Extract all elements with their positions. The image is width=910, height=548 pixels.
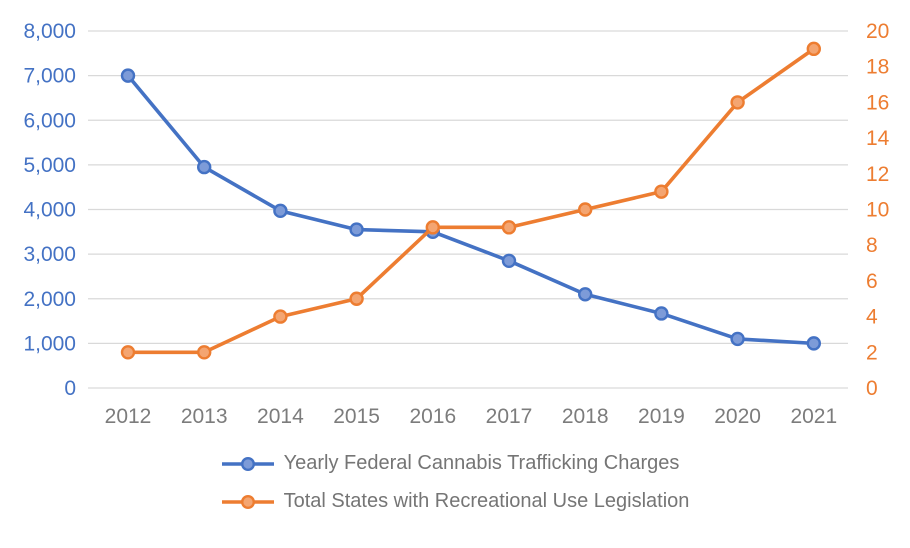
y-axis-left-tick-label: 8,000 [23,20,76,43]
x-axis-tick-label: 2014 [257,405,304,428]
data-point-marker-series-1 [806,41,821,57]
data-point-marker-series-0 [349,222,364,237]
y-axis-right-tick-label: 4 [866,306,878,329]
data-point-marker-series-1 [425,220,440,235]
legend-item-recreational-states: Total States with Recreational Use Legis… [221,490,690,513]
y-axis-right-tick-label: 2 [866,341,878,364]
y-axis-right-tick-label: 10 [866,199,889,222]
x-axis-tick-label: 2013 [181,405,228,428]
x-axis-tick-label: 2016 [409,405,456,428]
legend-label-trafficking-charges: Yearly Federal Cannabis Trafficking Char… [283,452,680,474]
data-point-marker-series-1 [273,309,288,324]
data-point-marker-series-0 [730,331,745,347]
data-point-marker-series-1 [730,95,745,110]
legend-label-recreational-states: Total States with Recreational Use Legis… [283,490,690,512]
data-point-marker-series-0 [806,336,821,351]
y-axis-left-tick-label: 4,000 [23,199,76,222]
data-point-marker-series-1 [349,291,364,306]
y-axis-right-tick-label: 12 [866,163,889,186]
y-axis-left-tick-label: 7,000 [23,65,76,88]
data-point-marker-series-0 [273,203,288,219]
y-axis-left-tick-label: 5,000 [23,154,76,177]
chart-legend-items: Yearly Federal Cannabis Trafficking Char… [221,452,690,513]
y-axis-left-tick-label: 6,000 [23,109,76,132]
series-line-0 [126,73,816,346]
y-axis-left-tick-label: 0 [64,377,76,400]
chart-legend: Yearly Federal Cannabis Trafficking Char… [0,452,910,513]
data-point-marker-series-1 [120,345,136,360]
y-axis-left-tick-label: 3,000 [23,243,76,266]
data-point-marker-series-0 [501,253,517,269]
x-axis-tick-label: 2021 [790,405,837,428]
x-axis-tick-label: 2015 [333,405,380,428]
y-axis-right-tick-label: 16 [866,91,889,114]
y-axis-right-tick-label: 6 [866,270,878,293]
y-axis-right-tick-label: 8 [866,234,878,257]
legend-item-trafficking-charges: Yearly Federal Cannabis Trafficking Char… [221,452,680,475]
data-point-marker-series-0 [654,306,669,321]
y-axis-right-tick-label: 20 [866,20,889,43]
x-axis-tick-label: 2017 [486,405,533,428]
y-axis-right-tick-label: 14 [866,127,890,150]
x-axis-tick-label: 2019 [638,405,685,428]
series-line-1 [126,47,816,355]
blue-series-legend-marker [221,456,274,471]
x-axis-tick-label: 2018 [562,405,609,428]
plot-area-svg: 0 1,000 2,000 3,000 4,000 5,000 6,000 7,000 8,00… [23,20,890,428]
data-point-marker-series-1 [578,202,593,217]
data-point-marker-series-1 [196,345,212,360]
x-axis-tick-label: 2020 [714,405,761,428]
y-axis-left-tick-label: 1,000 [23,332,76,355]
y-axis-left-tick-label: 2,000 [23,288,76,311]
y-axis-right-tick-label: 0 [866,377,878,400]
data-point-marker-series-1 [654,184,669,199]
data-point-marker-series-0 [196,159,212,175]
data-point-marker-series-1 [501,220,517,235]
orange-series-legend-marker [221,494,274,509]
data-point-marker-series-0 [578,287,593,302]
x-axis-tick-label: 2012 [105,405,152,428]
y-axis-right-tick-label: 18 [866,56,889,79]
data-point-marker-series-0 [120,68,136,83]
